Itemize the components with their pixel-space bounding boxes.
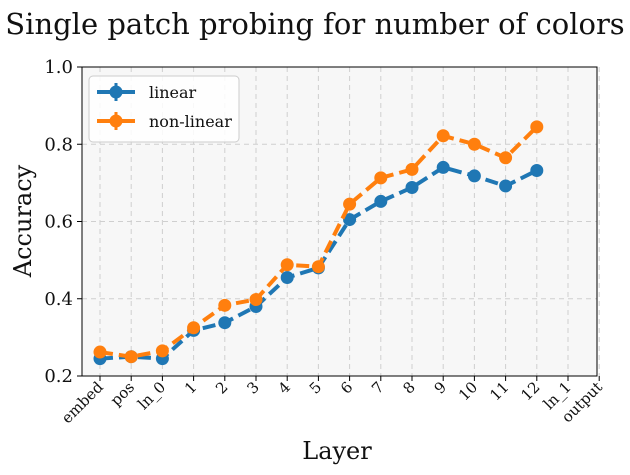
data-point	[405, 162, 419, 176]
y-tick-label: 0.4	[44, 289, 73, 310]
legend-entry-label: linear	[149, 83, 197, 102]
data-point	[343, 213, 357, 227]
data-point	[436, 160, 450, 174]
x-tick-label: 10	[455, 378, 481, 404]
legend-swatch-marker	[109, 85, 123, 99]
data-point	[436, 129, 450, 143]
x-axis-label: Layer	[302, 437, 372, 465]
legend: linear non-linear	[88, 75, 240, 143]
data-point	[343, 197, 357, 211]
legend-entry-label: non-linear	[149, 112, 232, 131]
x-tick-label: 2	[212, 378, 231, 397]
grid	[82, 67, 600, 376]
data-point	[218, 298, 232, 312]
x-tick-label: ln_0	[134, 378, 169, 413]
data-point	[467, 169, 481, 183]
x-tick-label: 1	[181, 378, 200, 397]
x-tick-label: 5	[306, 378, 325, 397]
x-tick-label: 9	[431, 378, 450, 397]
data-point	[249, 293, 263, 307]
x-tick-label: 6	[337, 378, 356, 397]
data-point	[374, 194, 388, 208]
data-point	[280, 271, 294, 285]
chart-title: Single patch probing for number of color…	[5, 7, 624, 41]
plot-frame	[81, 66, 598, 377]
series-layer	[93, 120, 544, 366]
data-point	[530, 164, 544, 178]
x-tick-label: 7	[368, 378, 387, 397]
data-point	[499, 151, 513, 165]
data-point	[218, 316, 232, 330]
data-point	[124, 350, 138, 364]
data-point	[280, 258, 294, 272]
y-axis-label: Accuracy	[9, 164, 37, 278]
y-tick-label: 0.6	[44, 212, 73, 233]
x-tick-label: 11	[486, 378, 512, 404]
y-axis-ticks: 0.2 0.4 0.6 0.8 1.0	[44, 57, 82, 387]
data-point	[499, 179, 513, 193]
data-point	[311, 260, 325, 274]
data-point	[187, 321, 201, 335]
x-tick-label: pos	[107, 378, 138, 409]
x-tick-label: 4	[275, 378, 294, 397]
y-tick-label: 1.0	[44, 57, 73, 78]
y-tick-label: 0.8	[44, 134, 73, 155]
y-tick-label: 0.2	[44, 366, 73, 387]
data-point	[405, 181, 419, 195]
data-point	[155, 344, 169, 358]
data-point	[530, 120, 544, 134]
data-point	[374, 171, 388, 185]
x-tick-label: 8	[399, 378, 418, 397]
data-point	[93, 345, 107, 359]
data-point	[467, 137, 481, 151]
legend-swatch-marker	[109, 114, 123, 128]
x-tick-label: 3	[243, 378, 262, 397]
